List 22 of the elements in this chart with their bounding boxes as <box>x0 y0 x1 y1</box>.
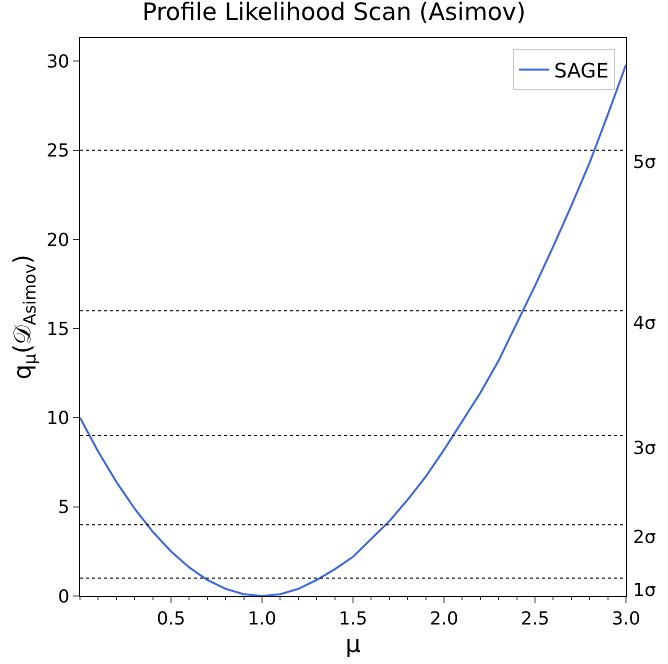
ref-line-label: 2σ <box>633 527 656 548</box>
chart-title: Profile Likelihood Scan (Asimov) <box>142 0 526 26</box>
ref-line-label: 1σ <box>633 580 656 601</box>
y-tick-label: 10 <box>46 408 70 430</box>
x-tick-label: 3.0 <box>612 608 640 630</box>
y-tick-label: 20 <box>46 230 70 251</box>
x-tick-label: 2.0 <box>430 608 458 630</box>
y-tick-label: 25 <box>46 140 70 162</box>
x-tick-label: 2.5 <box>520 608 550 630</box>
x-axis-title: μ <box>345 630 361 658</box>
ref-line-label: 5σ <box>633 152 656 173</box>
x-tick-label: 1.5 <box>338 608 368 630</box>
x-tick-label: 0.5 <box>156 608 186 630</box>
ref-line-label: 4σ <box>633 313 656 334</box>
line-series <box>80 64 626 596</box>
x-tick-label: 1.0 <box>248 608 276 630</box>
y-tick-label: 30 <box>46 51 70 72</box>
y-tick-label: 5 <box>58 497 70 518</box>
legend-label: SAGE <box>554 58 609 82</box>
y-tick-label: 0 <box>58 586 70 608</box>
ref-line-label: 3σ <box>633 438 656 459</box>
y-tick-label: 15 <box>46 318 70 340</box>
